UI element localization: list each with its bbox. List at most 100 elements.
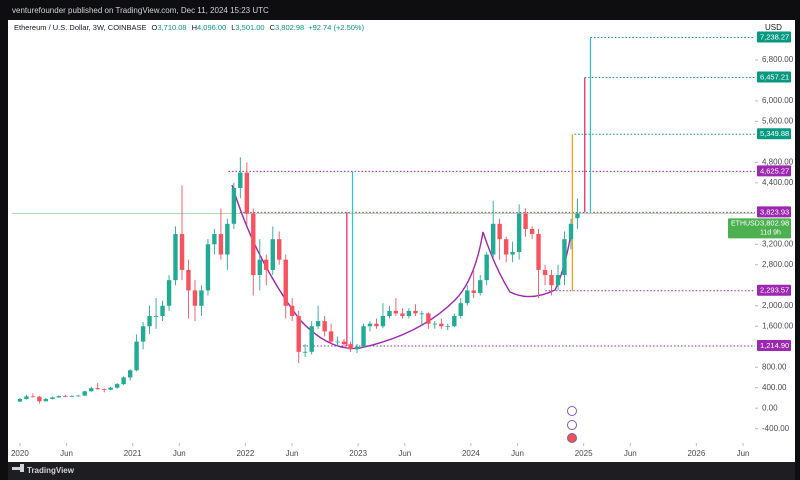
candle-body — [426, 313, 431, 324]
footer-bar — [8, 462, 795, 480]
level-tag-label: 6,457.21 — [760, 72, 789, 81]
ohlc-label: H — [192, 23, 197, 32]
y-tick-label: 6,800.00 — [762, 55, 794, 64]
candle-body — [555, 275, 561, 286]
level-tag-label: 1,214.90 — [760, 341, 789, 350]
caption: venturefounder published on TradingView.… — [12, 6, 269, 15]
event-icons — [567, 406, 577, 443]
candle-body — [471, 290, 476, 293]
icon — [567, 433, 577, 443]
candle-body — [309, 326, 314, 352]
candle-body — [160, 305, 165, 316]
candle-body — [244, 172, 250, 214]
x-tick-label: 2025 — [575, 449, 593, 458]
candle-body — [510, 251, 515, 255]
candle-body — [121, 377, 126, 385]
candle-body — [56, 396, 61, 398]
candle-body — [114, 384, 120, 388]
y-tick-label: 400.00 — [762, 383, 787, 392]
current-tag — [728, 218, 791, 239]
candle-body — [542, 269, 548, 276]
candle-body — [173, 234, 178, 281]
x-tick-label: 2024 — [462, 449, 480, 458]
ohlc-label: C — [270, 23, 276, 32]
candle-body — [270, 239, 275, 270]
x-tick-label: 2020 — [11, 449, 29, 458]
currency: USD — [765, 23, 782, 32]
candle-body — [400, 313, 405, 316]
level-tag — [757, 206, 791, 218]
candle-body — [465, 290, 470, 304]
change: +92.74 (+2.50%) — [308, 23, 364, 32]
ohlc-value: 3,710.08 — [157, 23, 186, 32]
candle-body — [367, 323, 373, 327]
candle-body — [296, 315, 301, 352]
level-tag — [757, 339, 791, 351]
candle-body — [238, 172, 243, 188]
y-tick-label: 4,400.00 — [762, 178, 794, 187]
candle-body — [491, 223, 496, 255]
candle-body — [147, 315, 152, 327]
candle-body — [439, 323, 444, 327]
candle-body — [218, 234, 224, 255]
candle-body — [387, 310, 392, 316]
level-tag — [757, 165, 791, 177]
y-tick-label: 0.00 — [762, 403, 778, 412]
y-tick-label: 4,800.00 — [762, 157, 794, 166]
candle-body — [212, 234, 217, 245]
candle-body — [283, 259, 288, 306]
candle-body — [419, 313, 425, 315]
x-tick-label: 2026 — [687, 449, 705, 458]
ohlc-value: 3,501.00 — [235, 23, 264, 32]
candle-body — [257, 259, 263, 276]
candle-body — [277, 239, 282, 260]
candle-body — [497, 223, 502, 240]
candle-body — [37, 396, 42, 402]
candle-body — [24, 396, 29, 399]
ohlc-label: L — [231, 23, 235, 32]
level-tag-label: 2,293.57 — [760, 286, 789, 295]
candle-body — [503, 239, 509, 255]
candle-body — [69, 395, 74, 397]
y-tick-label: 3,200.00 — [762, 239, 794, 248]
candle-body — [374, 323, 379, 327]
brand: TradingView — [27, 466, 75, 475]
candle-body — [108, 387, 113, 390]
candle-body — [315, 321, 321, 327]
level-tag — [757, 71, 791, 83]
candle-body — [192, 290, 198, 306]
x-tick-label: Jun — [737, 449, 750, 458]
candle-body — [516, 213, 522, 252]
brand-logo — [12, 464, 24, 472]
candle-body — [523, 213, 528, 229]
header-title: Ethereum / U.S. Dollar, 3W, COINBASE — [14, 23, 147, 32]
candle-body — [43, 398, 49, 402]
header: Ethereum / U.S. Dollar, 3W, COINBASE O3,7… — [14, 23, 365, 32]
ohlc-value: 3,802.98 — [275, 23, 304, 32]
level-tag-label: 5,349.88 — [760, 129, 789, 138]
candle-body — [82, 391, 87, 396]
current-countdown: 11d 9h — [760, 229, 781, 236]
chart-area — [8, 20, 795, 462]
candle-body — [568, 223, 574, 240]
ohlc-value: 4,096.00 — [197, 23, 226, 32]
candle-body — [484, 254, 489, 281]
candle-body — [406, 310, 412, 316]
level-tag — [757, 31, 791, 43]
candle-body — [186, 269, 191, 291]
x-tick-label: 2022 — [236, 449, 254, 458]
y-tick-label: -400.00 — [762, 424, 790, 433]
candle-body — [361, 326, 366, 347]
candle-body — [153, 315, 159, 317]
candle-body — [322, 321, 327, 332]
candle-body — [17, 398, 23, 402]
candle-body — [140, 326, 146, 342]
candle-body — [341, 341, 347, 345]
candle-body — [335, 341, 340, 343]
candle-body — [95, 388, 100, 390]
candle-body — [102, 389, 107, 391]
current-label: 3,802.98 — [760, 218, 789, 227]
candle-body — [348, 344, 353, 350]
candle-body — [231, 187, 237, 224]
